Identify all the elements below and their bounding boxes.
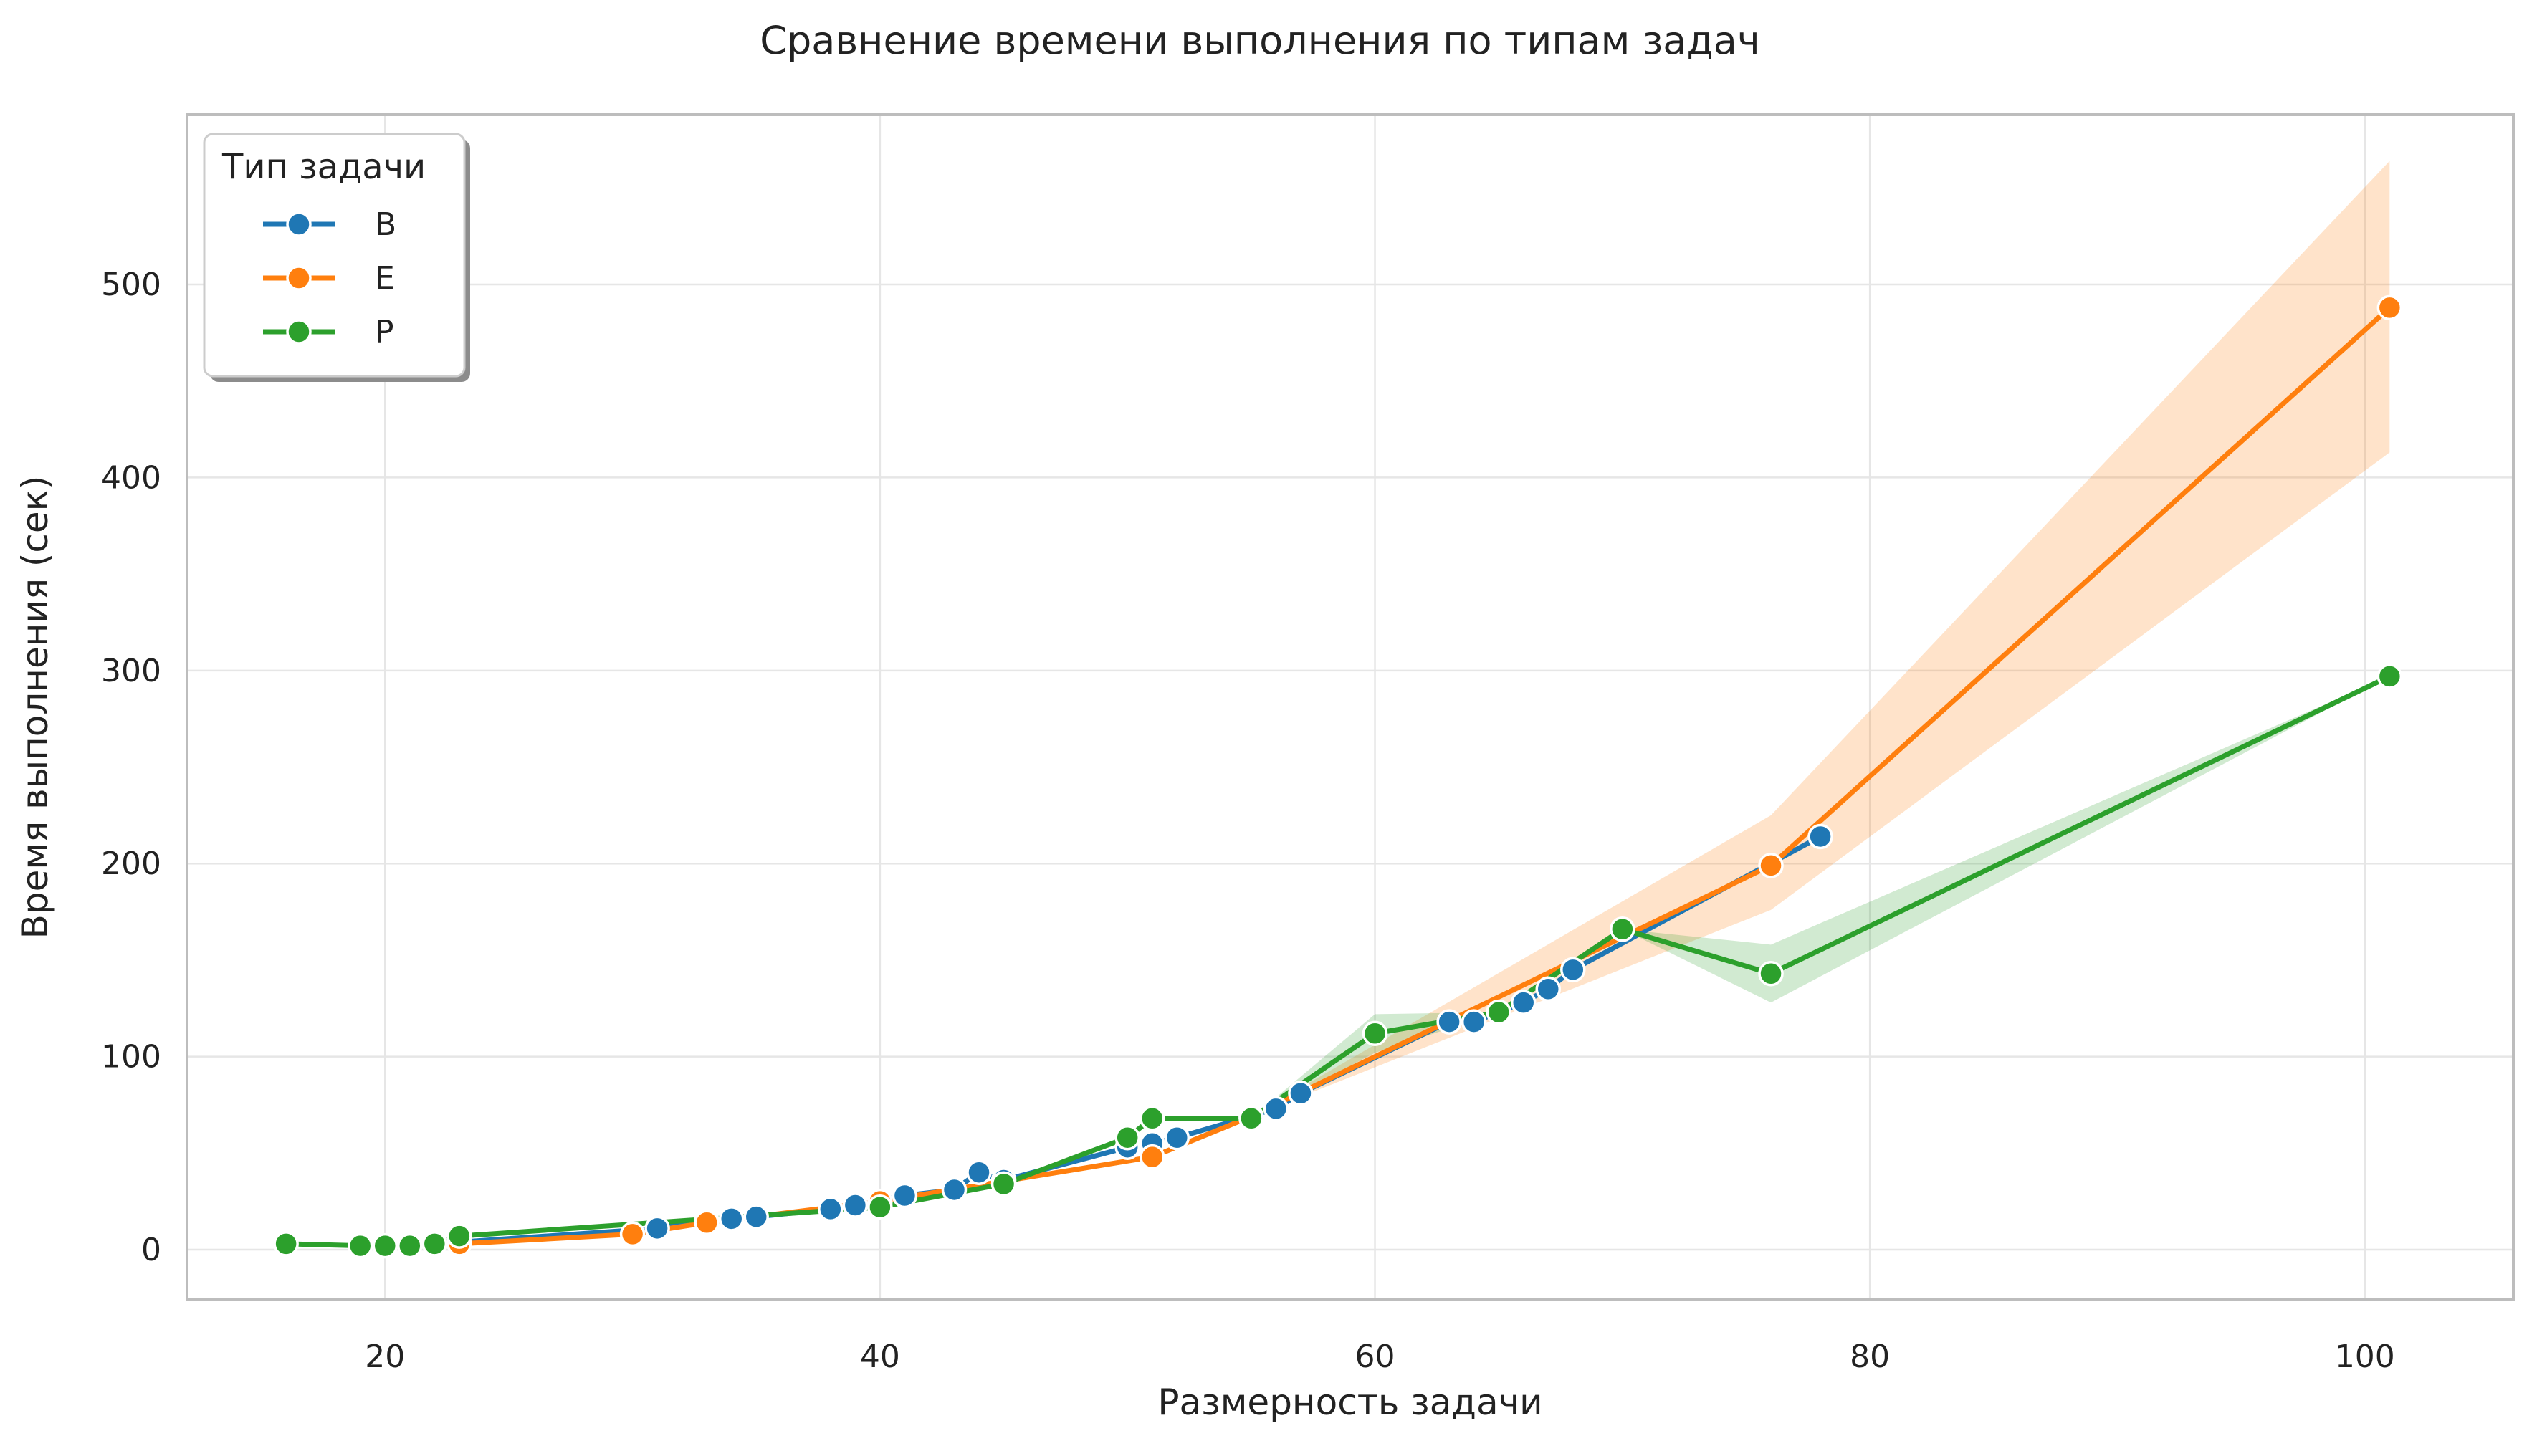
- y-tick-label: 200: [101, 846, 161, 882]
- data-point-P: [990, 1171, 1017, 1197]
- legend-label-B: B: [375, 206, 396, 243]
- x-tick-label: 20: [365, 1338, 405, 1375]
- data-point-B: [892, 1182, 918, 1209]
- data-point-P: [1238, 1106, 1264, 1131]
- series-line-B: [431, 833, 1823, 1247]
- series-lines: [283, 305, 2392, 1249]
- legend-marker-B: [286, 211, 312, 237]
- data-point-P: [347, 1232, 373, 1259]
- y-tick-labels: 0 100 200 300 400 500: [101, 267, 161, 1268]
- x-tick-label: 80: [1850, 1338, 1890, 1375]
- data-point-B: [966, 1159, 992, 1185]
- data-point-B: [1560, 957, 1586, 983]
- legend-marker-E: [286, 265, 312, 291]
- data-point-B: [818, 1196, 844, 1222]
- x-tick-label: 100: [2335, 1338, 2395, 1375]
- ci-band-P: [1771, 676, 2390, 1003]
- data-point-B: [718, 1206, 745, 1232]
- data-point-P: [2376, 664, 2403, 689]
- x-tick-labels: 20 40 60 80 100: [365, 1338, 2395, 1375]
- data-point-P: [421, 1231, 448, 1257]
- data-point-B: [842, 1192, 869, 1218]
- legend-label-E: E: [375, 260, 395, 297]
- data-point-B: [1535, 976, 1562, 1002]
- data-point-E: [1139, 1144, 1165, 1170]
- ci-band-P: [1622, 929, 1772, 1003]
- data-point-P: [1610, 916, 1635, 942]
- data-point-P: [397, 1232, 423, 1259]
- ci-band-E: [1771, 161, 2390, 910]
- data-point-B: [1436, 1009, 1462, 1035]
- x-tick-label: 40: [860, 1338, 900, 1375]
- data-point-E: [2376, 294, 2403, 321]
- data-point-P: [1114, 1124, 1140, 1151]
- y-tick-label: 300: [101, 653, 161, 689]
- legend-items: BEP: [263, 206, 396, 350]
- y-tick-label: 100: [101, 1039, 161, 1076]
- legend-label-P: P: [375, 314, 394, 350]
- plot-frame: [186, 113, 2515, 1301]
- data-point-E: [694, 1210, 720, 1235]
- data-point-P: [372, 1232, 398, 1259]
- y-tick-label: 500: [101, 267, 161, 303]
- data-point-B: [1263, 1096, 1289, 1122]
- data-point-E: [1758, 853, 1784, 878]
- data-point-P: [867, 1194, 893, 1220]
- x-axis-label: Размерность задачи: [1157, 1381, 1542, 1423]
- data-point-P: [1486, 999, 1511, 1025]
- data-point-P: [273, 1231, 299, 1257]
- data-point-B: [644, 1215, 670, 1242]
- grid: [187, 115, 2513, 1300]
- x-tick-label: 60: [1355, 1338, 1395, 1375]
- y-tick-label: 400: [101, 459, 161, 496]
- legend-title: Тип задачи: [221, 147, 426, 187]
- data-point-B: [1164, 1124, 1190, 1151]
- data-point-P: [1139, 1106, 1165, 1131]
- data-point-B: [1510, 990, 1537, 1015]
- data-point-P: [1758, 960, 1784, 987]
- data-point-B: [1807, 823, 1833, 850]
- ci-band-P: [1251, 1014, 1375, 1119]
- series-markers: [273, 294, 2403, 1259]
- ci-band-E: [1251, 815, 1772, 1117]
- legend-box: [203, 133, 466, 378]
- data-point-B: [941, 1177, 968, 1203]
- data-point-P: [446, 1223, 472, 1249]
- series-line-E: [431, 305, 2392, 1247]
- legend: Тип задачи BEP: [203, 133, 470, 382]
- data-point-B: [743, 1204, 769, 1230]
- data-point-B: [1288, 1081, 1314, 1106]
- data-point-E: [619, 1221, 646, 1247]
- confidence-bands: [1251, 161, 2390, 1119]
- data-point-B: [1461, 1009, 1487, 1035]
- y-axis-label: Время выполнения (сек): [14, 476, 56, 939]
- series-line-P: [283, 674, 2392, 1249]
- y-tick-label: 0: [141, 1232, 161, 1268]
- legend-marker-P: [286, 319, 312, 345]
- chart-title: Сравнение времени выполнения по типам за…: [760, 18, 1759, 63]
- data-point-P: [1362, 1020, 1388, 1047]
